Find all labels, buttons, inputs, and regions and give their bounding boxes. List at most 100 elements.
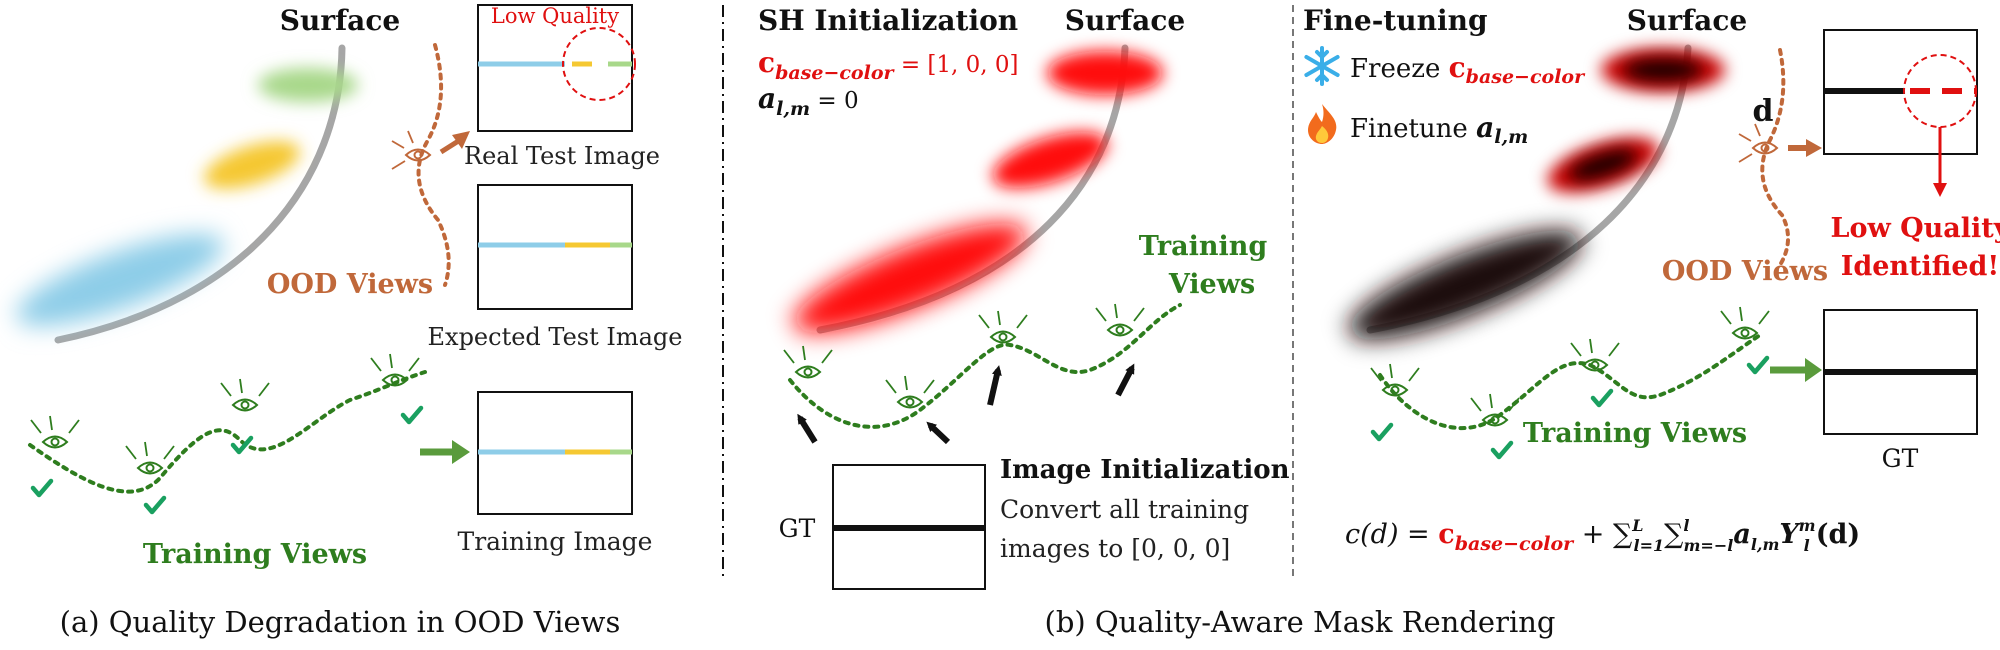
training-arrowhead-c <box>1805 358 1822 382</box>
eq-plus: + <box>1573 519 1613 550</box>
eq-sum1: ∑ <box>1613 519 1632 550</box>
finetune-title: Fine-tuning <box>1303 4 1488 37</box>
training-eye-icon-a4 <box>370 353 420 387</box>
eq-sum2: ∑ <box>1664 519 1683 550</box>
surface-curve-a <box>54 44 346 344</box>
panel-c: Fine-tuning Surface Freeze cbase−color F… <box>1303 4 2000 555</box>
eq-sum2-sub: m=−l <box>1683 536 1733 555</box>
color-equation: c(d) = cbase−color + ∑L l=1∑l m=−lal,mYm l(… <box>1345 516 1860 555</box>
eq-sum2-sup: l <box>1683 516 1689 535</box>
low-quality-circle-a <box>562 27 636 101</box>
surface-label-c: Surface <box>1627 4 1747 37</box>
training-arrowhead-a <box>452 440 470 464</box>
training-views-line1-b: Training <box>1139 231 1268 262</box>
ood-path-a <box>416 43 451 287</box>
training-path-c <box>1378 333 1762 431</box>
freeze-base-symbol: c <box>1449 51 1466 84</box>
sh-init-title: SH Initialization <box>758 4 1018 37</box>
ood-eye-icon-c <box>1738 123 1778 163</box>
ood-views-label-a: OOD Views <box>267 269 433 300</box>
image-init-title: Image Initialization <box>1000 455 1290 485</box>
eq-Y-sub: l <box>1804 536 1810 555</box>
freeze-label: Freeze <box>1350 54 1449 84</box>
training-eye-icon-a2 <box>125 441 175 475</box>
init-arrow-b3 <box>987 365 1002 406</box>
yellow-gaussian <box>204 141 300 189</box>
init-arrow-b2 <box>926 421 951 445</box>
snowflake-icon <box>1304 46 1340 86</box>
init-arrow-b1 <box>797 413 818 444</box>
eq-tail: (d) <box>1816 519 1860 550</box>
training-eye-icon-b4 <box>1095 303 1145 337</box>
check-icon-a2 <box>146 498 164 512</box>
fire-icon <box>1308 104 1337 144</box>
training-eye-icon-a1 <box>30 415 80 449</box>
eq-Y: Y <box>1779 519 1801 550</box>
training-path-a <box>28 370 427 494</box>
training-views-label-a: Training Views <box>143 539 367 570</box>
base-color-sub-b: base−color <box>775 62 895 84</box>
surface-label-b: Surface <box>1065 4 1185 37</box>
image-init-line2: images to [0, 0, 0] <box>1000 534 1230 563</box>
eq-base-sub: base−color <box>1455 533 1575 555</box>
training-eye-icon-b3 <box>978 310 1028 344</box>
a-symbol-b: a <box>758 82 776 115</box>
training-eye-icon-c1 <box>1370 363 1420 397</box>
panel-b: SH Initialization Surface cbase−color = … <box>758 4 1555 639</box>
eq-base: c <box>1438 519 1454 550</box>
training-eye-icon-c4 <box>1720 306 1770 340</box>
check-icon-c3 <box>1593 391 1611 405</box>
blue-gaussian <box>16 234 224 326</box>
check-icon-a3 <box>233 438 251 452</box>
gt-label-c: GT <box>1882 444 1919 473</box>
real-test-label: Real Test Image <box>464 142 660 170</box>
finetune-a-symbol: a <box>1476 111 1494 144</box>
eq-a: a <box>1733 519 1751 550</box>
training-path-b <box>788 303 1182 429</box>
low-quality-label-a: Low Quality <box>491 4 619 28</box>
training-views-line2-b: Views <box>1168 269 1255 300</box>
eq-sum1-sup: L <box>1631 516 1643 535</box>
training-views-label-c: Training Views <box>1523 418 1747 449</box>
ood-views-label-c: OOD Views <box>1662 256 1828 287</box>
training-eye-icon-c2 <box>1470 393 1520 427</box>
real-test-image <box>477 4 633 132</box>
check-icon-c1 <box>1373 425 1391 439</box>
base-color-symbol-b: c <box>758 46 775 79</box>
training-eye-icon-b1 <box>783 345 833 379</box>
ood-eye-icon-a <box>391 130 431 170</box>
freeze-line: Freeze cbase−color <box>1350 51 1586 88</box>
low-quality-line1-c: Low Quality <box>1831 213 2000 244</box>
finetune-a-sub: l,m <box>1494 126 1528 148</box>
image-init-line1: Convert all training <box>1000 495 1249 524</box>
caption-a: (a) Quality Degradation in OOD Views <box>60 605 621 639</box>
a-sub-b: l,m <box>776 98 810 120</box>
surface-label-a: Surface <box>280 4 400 37</box>
check-icon-c2 <box>1493 443 1511 457</box>
dark-gaussian-c2-core <box>1568 149 1638 181</box>
eq-a-sub: l,m <box>1751 535 1780 554</box>
check-icon-a1 <box>33 481 51 495</box>
red-gaussian-b2 <box>992 132 1108 188</box>
red-gaussian-b3 <box>793 223 1027 333</box>
red-gaussian-b1 <box>1047 51 1163 95</box>
finetune-line: Finetune al,m <box>1350 111 1528 148</box>
gt-label-b: GT <box>779 514 816 543</box>
eq-lhs: c(d) = <box>1345 519 1438 550</box>
ood-arrowhead-c <box>1806 139 1822 157</box>
ood-arrow-a <box>439 137 462 155</box>
eq-Y-sup: m <box>1799 516 1816 535</box>
ood-arrowhead-a <box>452 131 470 149</box>
base-color-value-b: = [1, 0, 0] <box>894 52 1019 78</box>
a-value-b: = 0 <box>810 88 859 114</box>
expected-test-label: Expected Test Image <box>428 323 683 351</box>
check-icon-c4 <box>1749 358 1767 372</box>
finetune-label: Finetune <box>1350 114 1476 144</box>
dark-gaussian-c1-core <box>1623 58 1703 82</box>
low-quality-line2-c: Identified! <box>1841 251 2000 282</box>
a-init: al,m = 0 <box>758 82 859 120</box>
green-gaussian <box>258 68 358 102</box>
eq-sum1-sub: l=1 <box>1634 536 1665 555</box>
ood-path-c <box>1760 48 1790 267</box>
